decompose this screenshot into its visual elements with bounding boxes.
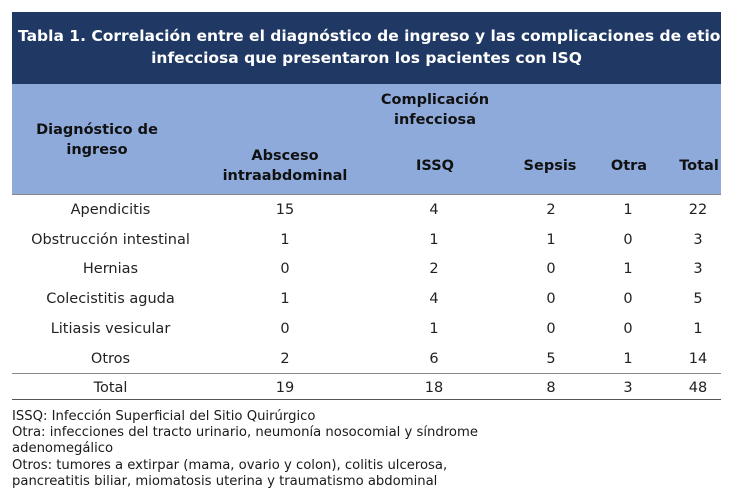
footnote-otros-line-1: Otros: tumores a extirpar (mama, ovario … [12, 457, 448, 473]
footnote-issq: ISSQ: Infección Superficial del Sitio Qu… [12, 409, 316, 424]
header-sepsis: Sepsis [523, 158, 577, 174]
table-header [12, 84, 721, 194]
table-row-2-issq: 1 [429, 232, 439, 248]
totals-row-otra: 3 [623, 380, 633, 396]
table-row-1-issq: 4 [429, 202, 439, 218]
table-row-1-total: 22 [688, 202, 708, 218]
table-row-6-absceso: 2 [280, 351, 290, 367]
table-row-1-absceso: 15 [275, 202, 295, 218]
totals-row-issq: 18 [424, 380, 444, 396]
table-row-2-total: 3 [693, 232, 703, 248]
table-row-5-absceso: 0 [280, 321, 290, 337]
totals-row-sepsis: 8 [546, 380, 556, 396]
table-row-6-total: 14 [688, 351, 708, 367]
totals-row-total: 48 [688, 380, 708, 396]
table-row-3-issq: 2 [429, 261, 439, 277]
table-footnotes: ISSQ: Infección Superficial del Sitio Qu… [12, 409, 721, 490]
header-total: Total [679, 158, 719, 174]
table-row-5-diagnosis: Litiasis vesicular [50, 321, 171, 337]
table-row-1-otra: 1 [623, 202, 633, 218]
table-row-4-absceso: 1 [280, 291, 290, 307]
table-row-3-otra: 1 [623, 261, 633, 277]
table-row-4-total: 5 [693, 291, 703, 307]
table-row-4-diagnosis: Colecistitis aguda [46, 291, 175, 307]
header-diagnosis: Diagnóstico de ingreso [36, 122, 158, 158]
table-row-2-sepsis: 1 [546, 232, 556, 248]
table-row-5-total: 1 [693, 321, 703, 337]
table-row-6-issq: 6 [429, 351, 439, 367]
table-title: Tabla 1. Correlación entre el diagnóstic… [12, 12, 733, 84]
totals-row-label: Total [93, 380, 128, 396]
table-title-line-2: infecciosa que presentaron los pacientes… [151, 49, 582, 67]
header-bottom-border [12, 194, 721, 195]
footnote-otros-line-2: pancreatitis biliar, miomatosis uterina … [12, 473, 438, 489]
totals-row-absceso: 19 [275, 380, 295, 396]
table-row-3-sepsis: 0 [546, 261, 556, 277]
table-row-2-absceso: 1 [280, 232, 290, 248]
footnote-otra-line-2: adenomegálico [12, 441, 114, 457]
table-row-3-absceso: 0 [280, 261, 290, 277]
table-row-3-total: 3 [693, 261, 703, 277]
table-row-2-otra: 0 [623, 232, 633, 248]
table-row-6-diagnosis: Otros [90, 351, 131, 367]
table-row-5-otra: 0 [623, 321, 633, 337]
table-row-2-diagnosis: Obstrucción intestinal [31, 232, 190, 248]
header-otra: Otra [610, 158, 648, 174]
header-absceso: Absceso intraabdominal [222, 148, 348, 184]
table-row-6-sepsis: 5 [546, 351, 556, 367]
table-row-5-sepsis: 0 [546, 321, 556, 337]
header-complication-group: Complicación infecciosa [380, 92, 490, 128]
table-row-6-otra: 1 [623, 351, 633, 367]
table-title-line-1: Tabla 1. Correlación entre el diagnóstic… [18, 27, 733, 45]
table-row-4-otra: 0 [623, 291, 633, 307]
table-row-4-sepsis: 0 [546, 291, 556, 307]
table-row-1-sepsis: 2 [546, 202, 556, 218]
table-row-3-diagnosis: Hernias [82, 261, 139, 277]
table-row-4-issq: 4 [429, 291, 439, 307]
header-issq: ISSQ [416, 158, 454, 174]
table-row-1-diagnosis: Apendicitis [70, 202, 151, 218]
footnote-otra-line-1: Otra: infecciones del tracto urinario, n… [12, 425, 478, 441]
table-row-5-issq: 1 [429, 321, 439, 337]
totals-top-border [12, 373, 721, 374]
table-bottom-border [12, 399, 721, 400]
